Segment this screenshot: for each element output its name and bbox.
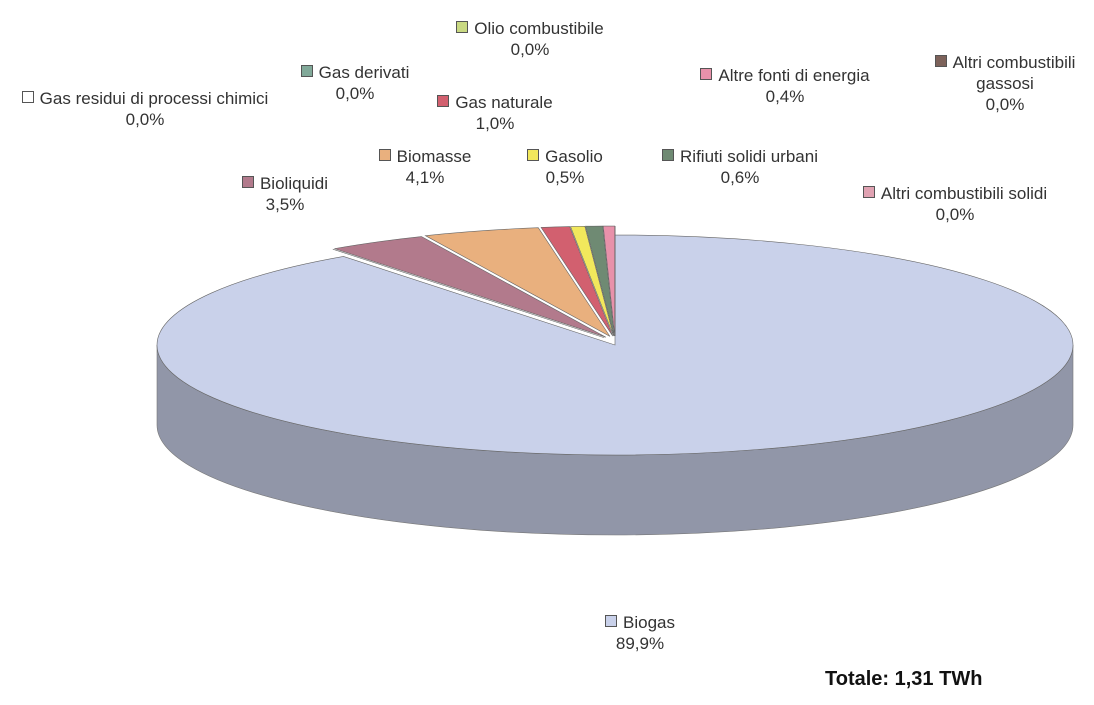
category-name: Altri combustibili gassosi: [952, 53, 1076, 93]
category-name: Bioliquidi: [259, 174, 329, 193]
slice-label: Rifiuti solidi urbani 0,6%: [630, 146, 850, 188]
legend-swatch: [605, 615, 617, 627]
legend-swatch: [241, 176, 254, 188]
slice: [570, 225, 614, 337]
slice: [156, 234, 1074, 456]
value-label: 0,6%: [720, 168, 760, 187]
value-label: 0,4%: [765, 87, 805, 106]
slice: [424, 227, 611, 337]
category-name: Biomasse: [396, 147, 472, 166]
legend-swatch: [662, 149, 675, 161]
value-label: 3,5%: [265, 195, 305, 214]
legend-swatch: [862, 186, 875, 198]
category-name: Biogas: [623, 613, 675, 632]
slice-label: Altre fonti di energia 0,4%: [670, 65, 900, 107]
slice-label: Altri combustibili solidi 0,0%: [830, 183, 1080, 225]
value-label: 4,1%: [405, 168, 445, 187]
value-label: 0,5%: [545, 168, 585, 187]
value-label: 0,0%: [935, 205, 975, 224]
slice-label: Bioliquidi 3,5%: [205, 173, 365, 215]
legend-swatch: [21, 91, 34, 103]
slice: [334, 236, 607, 338]
category-name: Olio combustibile: [474, 19, 604, 38]
legend-swatch: [378, 149, 391, 161]
slice: [540, 226, 614, 337]
category-name: Rifiuti solidi urbani: [680, 147, 818, 166]
legend-swatch: [934, 55, 947, 67]
legend-swatch: [700, 68, 713, 80]
legend-swatch: [527, 149, 540, 161]
value-label: 0,0%: [335, 84, 375, 103]
slice-label: Gasolio 0,5%: [505, 146, 625, 188]
category-name: Altre fonti di energia: [718, 66, 870, 85]
total-annotation: Totale: 1,31 TWh: [825, 668, 983, 690]
value-label: 0,0%: [125, 110, 165, 129]
value-label: 0,0%: [510, 40, 550, 59]
category-name: Gasolio: [545, 147, 603, 166]
legend-swatch: [437, 95, 450, 107]
slice-label: Altri combustibili gassosi 0,0%: [920, 52, 1090, 115]
legend-swatch: [456, 21, 469, 33]
value-label: 1,0%: [475, 114, 515, 133]
slice-label: Gas derivati 0,0%: [265, 62, 445, 104]
slice: [585, 225, 615, 337]
value-label: 89,9%: [615, 634, 665, 653]
slice-label: Biomasse 4,1%: [345, 146, 505, 188]
value-label: 0,0%: [985, 95, 1025, 114]
slice-label: Gas residui di processi chimici 0,0%: [10, 88, 280, 130]
slice-label: Olio combustibile 0,0%: [420, 18, 640, 60]
slice-label: Biogas 89,9%: [540, 612, 740, 654]
slice-label: Gas naturale 1,0%: [405, 92, 585, 134]
category-name: Gas naturale: [455, 93, 553, 112]
category-name: Gas residui di processi chimici: [39, 89, 269, 108]
legend-swatch: [300, 65, 313, 77]
category-name: Altri combustibili solidi: [880, 184, 1048, 203]
category-name: Gas derivati: [318, 63, 410, 82]
